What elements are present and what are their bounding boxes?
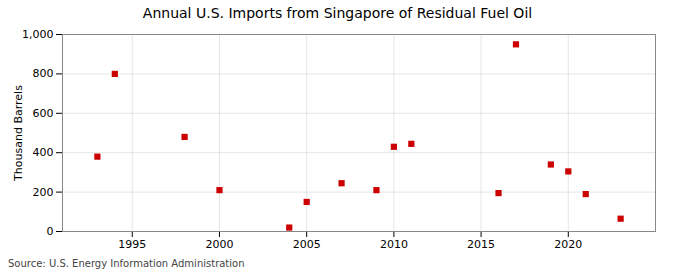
html-text:Source: U.S. Energy Informatio: Source: U.S. Energy Information Administ… (8, 258, 245, 269)
svg-text:800: 800 (33, 67, 54, 80)
svg-text:2000: 2000 (205, 238, 233, 251)
svg-text:2010: 2010 (380, 238, 408, 251)
svg-text:400: 400 (33, 146, 54, 159)
svg-text:600: 600 (33, 107, 54, 120)
svg-text:0: 0 (47, 225, 54, 238)
svg-text:Thousand Barrels: Thousand Barrels (12, 85, 25, 182)
html-text:Annual U.S. Imports from Singa: Annual U.S. Imports from Singapore of Re… (142, 5, 533, 21)
svg-text:1,000: 1,000 (22, 28, 54, 41)
svg-text:2005: 2005 (293, 238, 321, 251)
svg-text:200: 200 (33, 186, 54, 199)
svg-text:2015: 2015 (467, 238, 495, 251)
svg-text:1995: 1995 (118, 238, 146, 251)
svg-text:2020: 2020 (554, 238, 582, 251)
